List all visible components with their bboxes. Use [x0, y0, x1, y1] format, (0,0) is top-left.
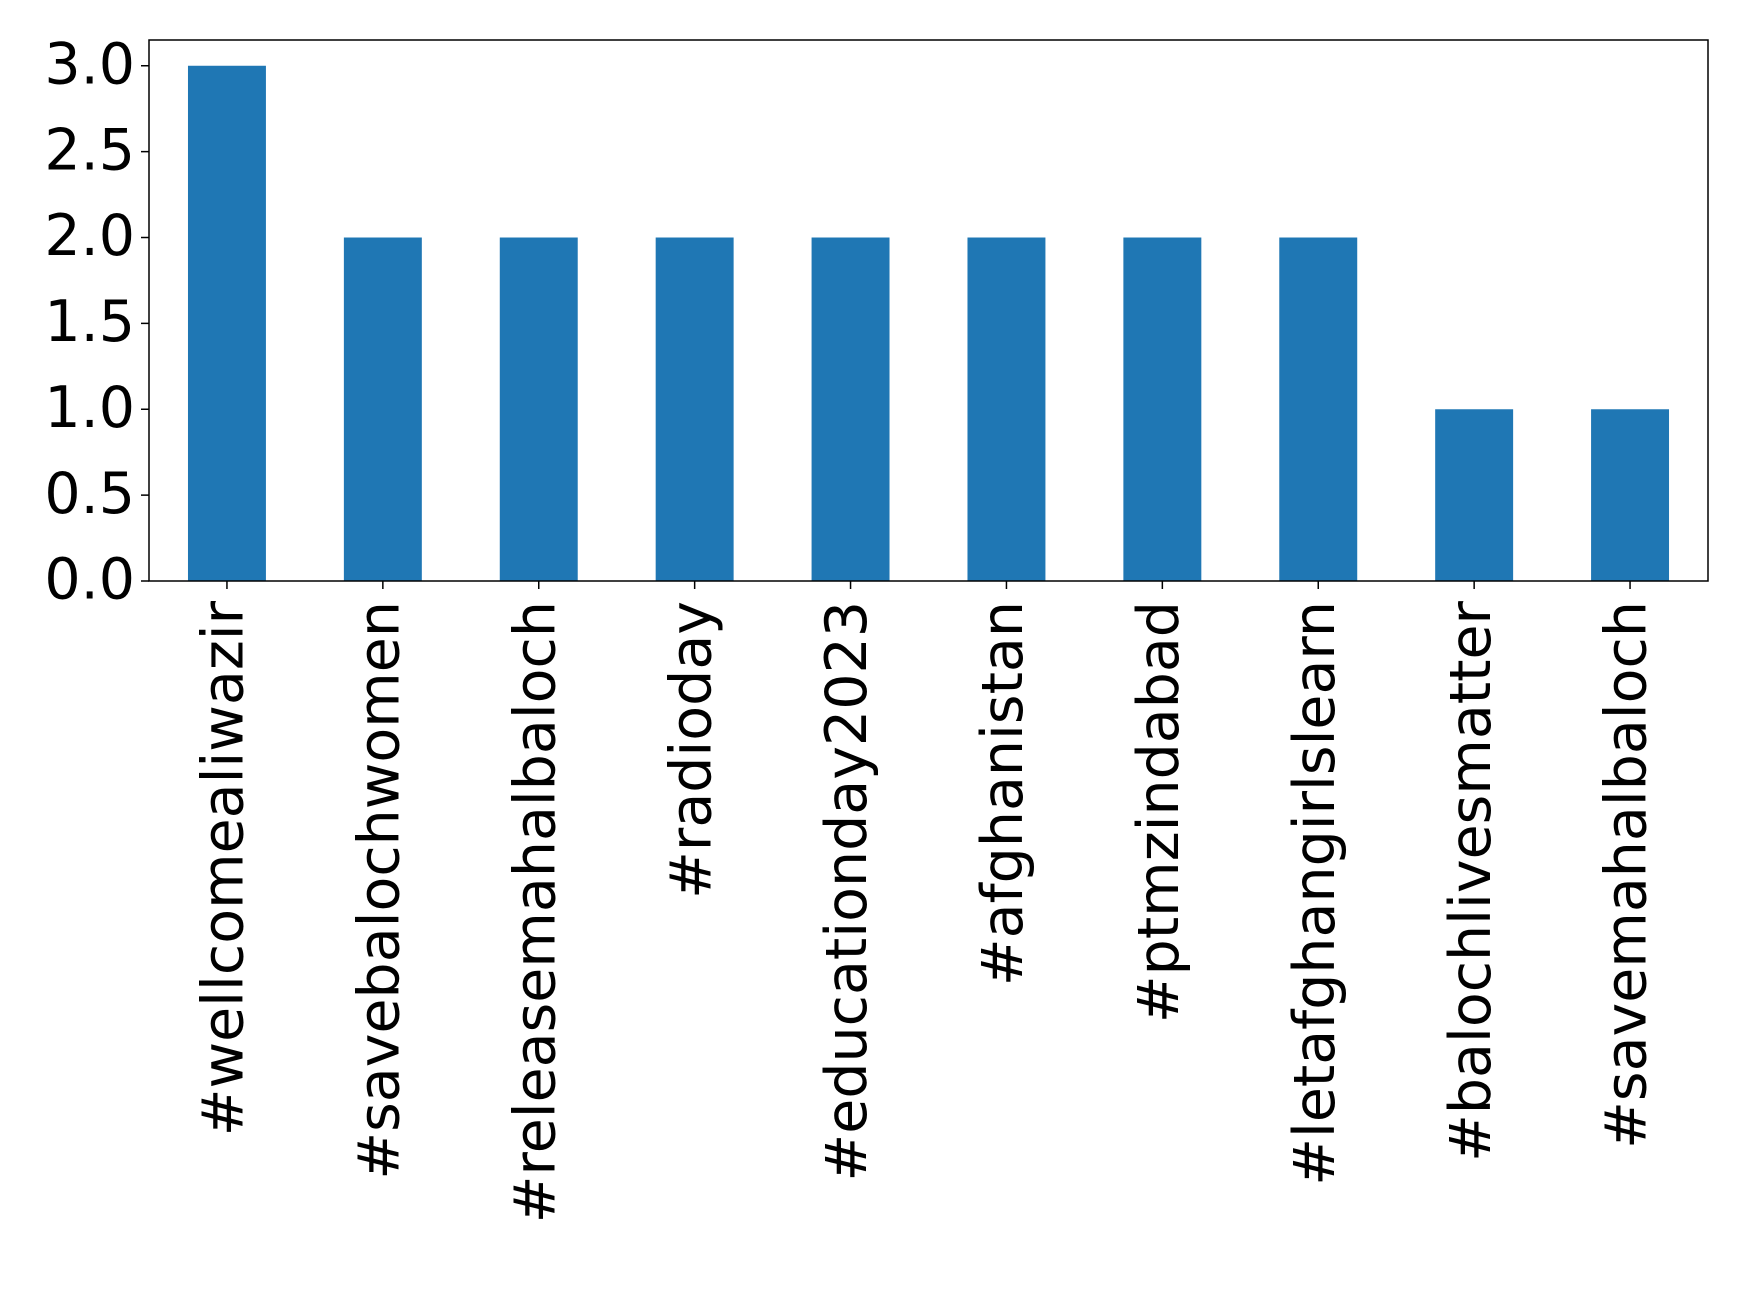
x-tick-label: #wellcomealiwazir	[191, 600, 257, 1136]
x-tick-label: #ptmzindabad	[1126, 601, 1192, 1023]
bar	[811, 237, 890, 581]
plot-frame	[148, 39, 1709, 582]
x-tick-label: #savemahalbaloch	[1594, 601, 1660, 1149]
y-tick-label: 0.0	[44, 547, 135, 613]
y-tick-label: 1.5	[44, 289, 135, 355]
bar	[343, 237, 422, 581]
bar	[1123, 237, 1202, 581]
bar	[1279, 237, 1358, 581]
y-tick-label: 1.0	[44, 375, 135, 441]
y-tick-label: 3.0	[44, 31, 135, 97]
y-tick-label: 2.0	[44, 203, 135, 269]
bar	[1591, 409, 1670, 581]
bar	[499, 237, 578, 581]
bar	[655, 237, 734, 581]
y-tick-label: 2.5	[44, 117, 135, 183]
x-tick-label: #afghanistan	[970, 601, 1036, 986]
x-tick-label: #balochlivesmatter	[1438, 600, 1504, 1161]
bar	[187, 65, 266, 581]
y-tick-label: 0.5	[44, 461, 135, 527]
x-tick-label: #letafghangirlslearn	[1282, 601, 1348, 1186]
x-tick-label: #savebalochwomen	[346, 601, 412, 1180]
x-tick-label: #educationday2023	[814, 601, 880, 1181]
x-tick-label: #radioday	[658, 601, 724, 899]
bar	[1435, 409, 1514, 581]
bar	[967, 237, 1046, 581]
x-tick-label: #releasemahalbaloch	[502, 601, 568, 1223]
